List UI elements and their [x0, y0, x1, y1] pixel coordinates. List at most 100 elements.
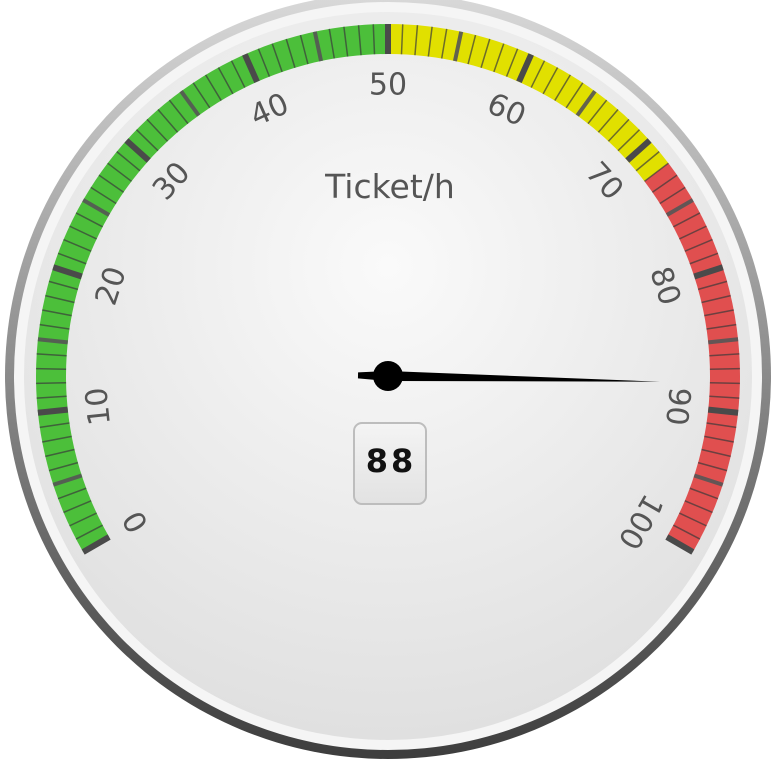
major-tick: [707, 406, 739, 416]
minor-tick: [63, 238, 92, 252]
minor-tick: [709, 353, 740, 357]
tick-label: 50: [369, 68, 407, 103]
minor-tick: [36, 381, 67, 385]
minor-tick: [357, 25, 362, 56]
minor-tick: [709, 367, 740, 371]
major-tick: [693, 264, 724, 280]
minor-tick: [192, 82, 211, 109]
minor-tick: [701, 294, 731, 304]
minor-tick: [45, 294, 75, 304]
major-tick: [81, 534, 111, 555]
minor-tick: [57, 252, 87, 265]
minor-tick: [530, 60, 546, 88]
minor-tick: [706, 422, 737, 429]
minor-tick: [697, 280, 728, 291]
major-tick: [625, 138, 652, 163]
major-tick: [52, 264, 83, 280]
minor-tick: [651, 174, 678, 193]
minor-tick: [343, 26, 349, 57]
tick-label: 10: [79, 386, 118, 428]
minor-tick: [285, 38, 296, 68]
minor-tick: [82, 198, 111, 217]
minor-tick: [452, 31, 464, 62]
minor-tick: [217, 67, 234, 95]
minor-tick: [42, 435, 72, 443]
minor-tick: [75, 524, 103, 540]
minor-tick: [704, 309, 734, 317]
minor-tick: [505, 48, 519, 77]
minor-tick: [635, 151, 660, 172]
minor-tick: [709, 381, 740, 385]
minor-tick: [480, 38, 491, 68]
minor-tick: [693, 473, 724, 487]
minor-tick: [565, 82, 584, 109]
minor-tick: [542, 67, 559, 95]
minor-tick: [440, 28, 448, 59]
major-tick: [37, 406, 69, 416]
minor-tick: [69, 225, 97, 240]
minor-tick: [179, 90, 201, 117]
unit-label: Ticket/h: [324, 167, 455, 206]
minor-tick: [659, 186, 686, 205]
major-tick: [665, 534, 695, 555]
needle-pointer: [357, 371, 660, 382]
minor-tick: [312, 31, 324, 62]
minor-tick: [271, 43, 283, 73]
minor-tick: [57, 487, 87, 500]
minor-tick: [684, 238, 713, 252]
minor-tick: [36, 353, 67, 357]
minor-tick: [679, 512, 707, 527]
minor-tick: [146, 118, 169, 142]
value-box: [353, 422, 427, 505]
value-readout: 88: [366, 442, 417, 480]
minor-tick: [328, 28, 336, 59]
minor-tick: [98, 174, 125, 193]
minor-tick: [587, 99, 608, 125]
minor-tick: [427, 26, 433, 57]
minor-tick: [63, 500, 92, 514]
minor-tick: [709, 395, 740, 399]
minor-tick: [679, 225, 707, 240]
minor-tick: [701, 448, 731, 458]
minor-tick: [48, 461, 79, 472]
minor-tick: [205, 74, 222, 101]
minor-tick: [708, 337, 739, 345]
minor-tick: [697, 461, 728, 472]
major-tick: [516, 53, 534, 84]
minor-tick: [39, 422, 70, 429]
minor-tick: [157, 109, 179, 133]
minor-tick: [493, 43, 505, 73]
minor-tick: [575, 90, 597, 117]
minor-tick: [230, 60, 246, 88]
minor-tick: [673, 524, 701, 540]
major-tick: [124, 138, 151, 163]
minor-tick: [400, 24, 404, 55]
minor-tick: [467, 34, 477, 65]
minor-tick: [135, 129, 159, 152]
minor-tick: [168, 99, 189, 125]
minor-tick: [39, 323, 70, 330]
minor-tick: [299, 34, 309, 65]
tick-label: 90: [658, 386, 697, 428]
needle-hub: [373, 361, 403, 391]
minor-tick: [36, 395, 67, 399]
minor-tick: [372, 24, 376, 55]
minor-tick: [107, 162, 132, 182]
minor-tick: [52, 473, 83, 487]
minor-tick: [75, 212, 103, 228]
minor-tick: [706, 323, 737, 330]
minor-tick: [597, 109, 619, 133]
minor-tick: [48, 280, 79, 291]
minor-tick: [607, 118, 630, 142]
minor-tick: [414, 25, 419, 56]
minor-tick: [617, 129, 641, 152]
needle: [357, 361, 660, 391]
minor-tick: [665, 198, 694, 217]
minor-tick: [644, 162, 669, 182]
minor-tick: [90, 186, 117, 205]
minor-tick: [37, 337, 68, 345]
color-band-2: [644, 163, 741, 553]
minor-tick: [116, 151, 141, 172]
